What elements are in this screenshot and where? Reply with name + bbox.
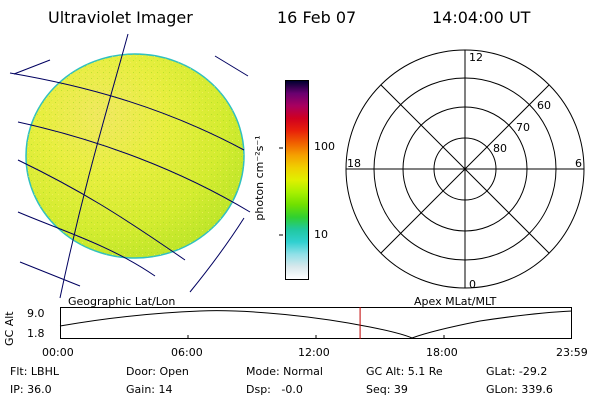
longitude-line bbox=[189, 217, 245, 293]
latitude-line bbox=[19, 261, 81, 287]
altitude-xtick-1200: 12:00 bbox=[298, 346, 330, 359]
apex-polar-plot: 12 6 0 18 60 70 80 bbox=[345, 49, 585, 291]
altitude-xtick-1800: 18:00 bbox=[426, 346, 458, 359]
colorbar-tick-10: 10 bbox=[314, 228, 328, 241]
dsp-info: Dsp: -0.0 bbox=[246, 383, 303, 396]
altitude-curve bbox=[59, 310, 573, 339]
mlt-label-12: 12 bbox=[469, 51, 483, 64]
color-scale-bar bbox=[285, 80, 309, 280]
altitude-x-ticks bbox=[187, 335, 445, 339]
colorbar-unit-label: photon cm⁻²s⁻¹ bbox=[253, 135, 266, 221]
lat-lon-grid bbox=[9, 33, 251, 299]
gc-alt-info: GC Alt: 5.1 Re bbox=[366, 365, 443, 378]
altitude-xtick-0000: 00:00 bbox=[42, 346, 74, 359]
left-panel-caption: Geographic Lat/Lon bbox=[68, 295, 176, 308]
mlat-label-80: 80 bbox=[493, 142, 507, 155]
mlt-label-18: 18 bbox=[347, 157, 361, 170]
longitude-line bbox=[59, 33, 129, 299]
latitude-line bbox=[17, 211, 156, 277]
gain-info: Gain: 14 bbox=[126, 383, 173, 396]
date-label: 16 Feb 07 bbox=[277, 8, 357, 27]
mlt-meridian bbox=[380, 84, 550, 254]
mlat-label-60: 60 bbox=[537, 99, 551, 112]
geographic-image-panel bbox=[9, 33, 251, 299]
mode-info: Mode: Normal bbox=[246, 365, 323, 378]
altitude-ylabel: GC Alt bbox=[3, 311, 16, 346]
colorbar-tick-marks bbox=[279, 147, 283, 236]
altitude-ytick-max: 9.0 bbox=[27, 307, 45, 320]
altitude-plot-frame bbox=[60, 307, 572, 339]
glat-info: GLat: -29.2 bbox=[486, 365, 548, 378]
altitude-plot bbox=[59, 307, 573, 339]
polar-grid bbox=[345, 49, 585, 289]
latitude-line bbox=[9, 72, 245, 151]
altitude-xtick-0600: 06:00 bbox=[171, 346, 203, 359]
time-label: 14:04:00 UT bbox=[432, 8, 531, 27]
colorbar-tick-100: 100 bbox=[314, 140, 335, 153]
mlat-label-70: 70 bbox=[516, 121, 530, 134]
right-panel-caption: Apex MLat/MLT bbox=[414, 295, 497, 308]
mlt-label-0: 0 bbox=[469, 278, 476, 291]
mlt-label-6: 6 bbox=[575, 157, 582, 170]
latitude-line bbox=[17, 159, 186, 261]
instrument-title: Ultraviolet Imager bbox=[48, 8, 193, 27]
altitude-xtick-2359: 23:59 bbox=[556, 346, 588, 359]
latitude-line bbox=[17, 121, 251, 213]
latitude-line bbox=[214, 55, 249, 77]
ip-info: IP: 36.0 bbox=[10, 383, 52, 396]
altitude-ytick-min: 1.8 bbox=[27, 327, 45, 340]
door-info: Door: Open bbox=[126, 365, 189, 378]
glon-info: GLon: 339.6 bbox=[486, 383, 553, 396]
latitude-line bbox=[13, 59, 51, 75]
filter-info: Flt: LBHL bbox=[10, 365, 59, 378]
seq-info: Seq: 39 bbox=[366, 383, 408, 396]
